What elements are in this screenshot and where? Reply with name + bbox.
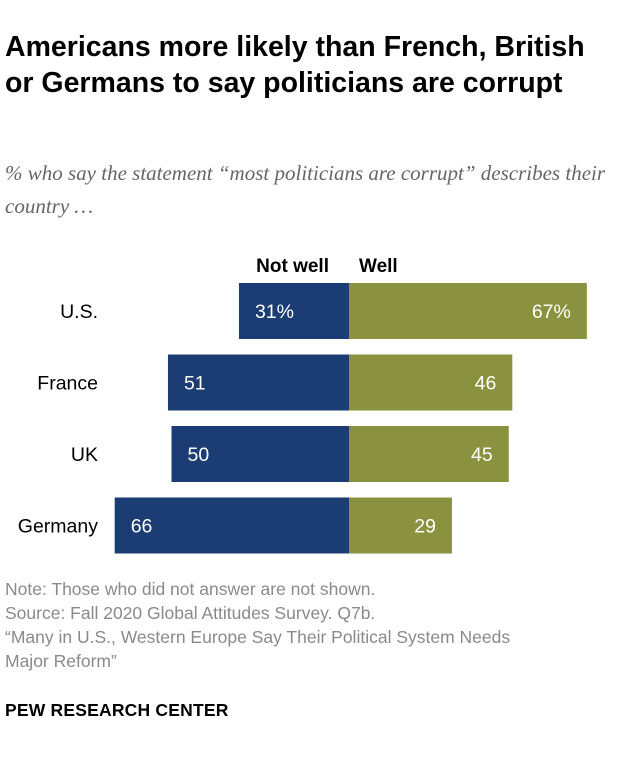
category-label-uk: UK <box>71 444 98 466</box>
data-label-not-well-u-s: 31% <box>255 301 294 323</box>
chart-notes: Note: Those who did not answer are not s… <box>5 577 615 673</box>
bar-not-well-uk <box>171 426 349 482</box>
legend-well: Well <box>359 256 398 277</box>
data-label-not-well-uk: 50 <box>188 444 210 466</box>
bar-not-well-germany <box>114 497 349 554</box>
report-title-line-2: Major Reform” <box>5 651 117 671</box>
data-label-well-germany: 29 <box>414 516 436 538</box>
category-label-u-s: U.S. <box>60 301 98 323</box>
category-label-germany: Germany <box>18 516 98 538</box>
data-label-not-well-germany: 66 <box>131 516 153 538</box>
data-label-not-well-france: 51 <box>184 373 206 395</box>
bar-well-france <box>349 354 513 411</box>
chart-title: Americans more likely than French, Briti… <box>5 31 585 99</box>
report-title-line-1: “Many in U.S., Western Europe Say Their … <box>5 627 511 647</box>
data-label-well-u-s: 67% <box>532 301 571 323</box>
chart-subtitle: % who say the statement “most politician… <box>5 161 606 218</box>
bar-not-well-u-s <box>238 283 349 339</box>
diverging-bar-chart: Not well Well U.S. 31% 67% France 51 46 UK 50 45 G… <box>18 256 587 554</box>
source-text: Source: Fall 2020 Global Attitudes Surve… <box>5 603 376 623</box>
chart-legend: Not well Well <box>256 256 398 277</box>
chart-bars: U.S. 31% 67% France 51 46 UK 50 45 Germany 66 29 <box>18 283 587 554</box>
organization-name: PEW RESEARCH CENTER <box>5 700 229 720</box>
bar-well-u-s <box>349 283 587 339</box>
note-text: Note: Those who did not answer are not s… <box>5 579 376 599</box>
legend-not-well: Not well <box>256 256 329 277</box>
category-label-france: France <box>37 373 98 395</box>
data-label-well-uk: 45 <box>471 444 493 466</box>
data-label-well-france: 46 <box>475 373 497 395</box>
bar-well-uk <box>349 426 509 482</box>
bar-well-germany <box>349 497 452 554</box>
bar-not-well-france <box>167 354 349 411</box>
